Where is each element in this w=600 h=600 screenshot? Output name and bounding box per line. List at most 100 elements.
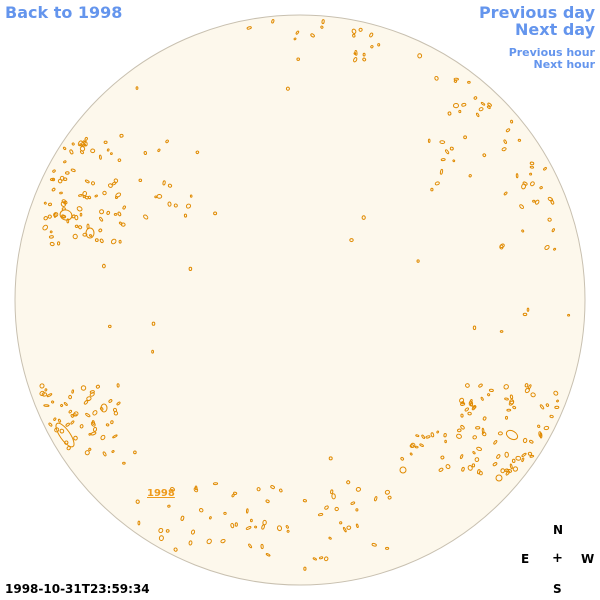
contour-mark [86, 396, 92, 401]
contour-mark [109, 152, 113, 156]
contour-mark [453, 77, 459, 81]
contour-mark [323, 556, 329, 562]
contour-mark [143, 214, 149, 220]
contour-mark [79, 146, 86, 152]
contour-mark [44, 388, 48, 392]
contour-mark [480, 101, 486, 106]
contour-mark [469, 403, 474, 407]
contour-mark [495, 474, 503, 482]
previous-day-link[interactable]: Previous day [478, 3, 595, 22]
contour-mark [472, 451, 476, 455]
contour-mark [49, 241, 55, 247]
contour-mark [410, 442, 416, 448]
contour-mark [71, 142, 75, 146]
contour-mark [234, 522, 238, 527]
contour-mark [80, 150, 84, 155]
contour-mark [100, 434, 106, 441]
contour-mark [468, 174, 472, 178]
contour-mark [98, 154, 102, 160]
contour-mark [98, 228, 103, 233]
contour-mark [492, 462, 498, 467]
contour-mark [529, 172, 533, 176]
contour-mark [467, 80, 471, 84]
previous-hour-link[interactable]: Previous hour [508, 46, 595, 59]
contour-mark [434, 181, 440, 186]
contour-mark [321, 19, 325, 25]
contour-mark [521, 457, 525, 463]
contour-mark [550, 199, 555, 205]
contour-mark [545, 403, 550, 407]
contour-mark [78, 194, 83, 197]
contour-mark [122, 205, 126, 210]
magnetic-contours [39, 19, 571, 571]
contour-mark [102, 451, 107, 457]
disk-year-link[interactable]: 1998 [147, 488, 175, 499]
contour-mark [434, 75, 439, 81]
contour-mark [499, 243, 505, 249]
contour-mark [400, 456, 405, 461]
contour-mark [530, 392, 536, 398]
contour-mark [499, 330, 504, 333]
contour-mark [165, 529, 170, 533]
contour-mark [553, 390, 559, 396]
contour-mark [436, 430, 440, 434]
next-day-link[interactable]: Next day [515, 20, 595, 39]
contour-mark [482, 153, 487, 158]
contour-mark [522, 181, 528, 186]
contour-mark [151, 349, 155, 354]
contour-mark [116, 401, 121, 406]
contour-mark [230, 522, 235, 529]
contour-mark [108, 399, 113, 403]
contour-mark [138, 178, 143, 183]
contour-mark [476, 112, 480, 118]
contour-mark [65, 422, 70, 427]
contour-mark [427, 138, 431, 144]
contour-mark [212, 482, 219, 486]
contour-mark [505, 429, 519, 441]
contour-mark [285, 525, 289, 529]
solar-disk [14, 14, 586, 586]
contour-mark [334, 506, 339, 512]
next-hour-link[interactable]: Next hour [533, 58, 596, 71]
contour-mark [346, 480, 351, 485]
contour-mark [503, 384, 509, 390]
contour-mark [91, 420, 95, 425]
contour-mark [374, 496, 378, 502]
contour-mark [467, 465, 473, 471]
contour-mark [68, 409, 73, 414]
contour-mark [151, 321, 156, 326]
contour-mark [369, 32, 374, 38]
contour-mark [312, 557, 317, 561]
contour-mark [102, 263, 106, 269]
contour-mark [460, 413, 464, 418]
contour-mark [509, 463, 513, 470]
contour-mark [534, 199, 540, 205]
contour-mark [116, 383, 120, 388]
contour-mark [90, 181, 96, 186]
contour-mark [317, 513, 324, 517]
contour-mark [543, 167, 547, 171]
contour-mark [53, 212, 59, 218]
contour-mark [461, 466, 465, 472]
contour-mark [506, 468, 513, 473]
contour-mark [512, 405, 517, 410]
contour-mark [165, 139, 169, 144]
contour-mark [302, 499, 307, 503]
contour-mark [414, 445, 419, 449]
contour-mark [270, 485, 275, 490]
contour-mark [88, 234, 93, 237]
contour-mark [82, 143, 87, 147]
contour-mark [370, 45, 374, 49]
contour-mark [488, 388, 494, 393]
back-to-year-link[interactable]: Back to 1998 [5, 3, 123, 22]
contour-mark [419, 443, 424, 447]
contour-mark [472, 435, 477, 440]
compass-west-label: W [581, 552, 595, 566]
contour-mark [497, 431, 503, 436]
contour-mark [524, 383, 529, 388]
contour-mark [527, 451, 533, 456]
contour-mark [293, 37, 297, 41]
contour-mark [505, 470, 510, 476]
contour-mark [463, 135, 468, 140]
